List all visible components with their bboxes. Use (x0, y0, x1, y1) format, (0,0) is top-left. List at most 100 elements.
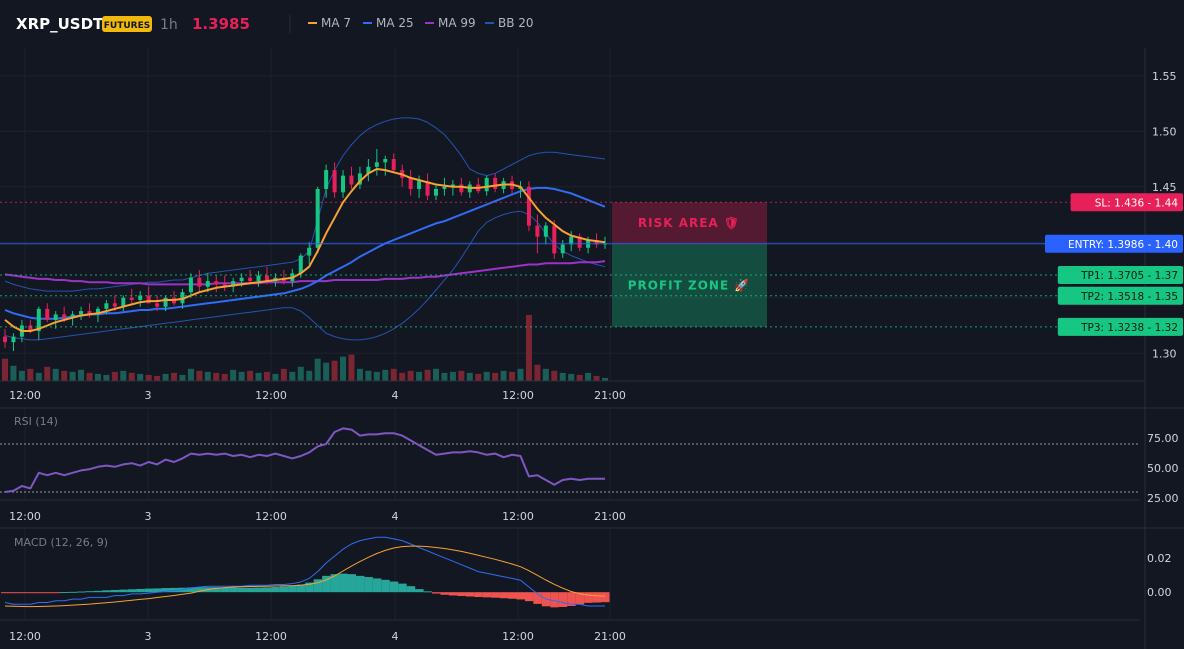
rsi-x-tick-1: 12:00 (9, 510, 41, 523)
volume-bar (340, 356, 347, 381)
candle-body[interactable] (79, 311, 84, 315)
candle-body[interactable] (70, 314, 75, 318)
candle-body[interactable] (560, 244, 565, 254)
macd-histogram-bar (195, 587, 204, 593)
candle-body[interactable] (493, 177, 498, 189)
candle-body[interactable] (248, 277, 253, 282)
macd-histogram-bar (440, 592, 449, 595)
candle-body[interactable] (459, 184, 464, 193)
volume-bar (483, 371, 490, 381)
candle-body[interactable] (62, 314, 67, 318)
candle-body[interactable] (36, 308, 41, 332)
macd-histogram-bar (524, 592, 534, 602)
level-badge-5[interactable] (1057, 317, 1183, 336)
candle-body[interactable] (374, 162, 379, 167)
volume-bar (432, 368, 439, 381)
candle-body[interactable] (205, 281, 210, 287)
macd-histogram-bar (508, 592, 517, 599)
candle-body[interactable] (138, 295, 143, 300)
macd-histogram-bar (110, 589, 120, 593)
interval-label[interactable]: 1h (160, 17, 178, 33)
candle-body[interactable] (264, 275, 269, 282)
candle-body[interactable] (45, 308, 50, 320)
candle-body[interactable] (366, 166, 371, 174)
candle-body[interactable] (155, 303, 160, 307)
profit-zone (612, 243, 767, 327)
candle-body[interactable] (417, 181, 422, 189)
macd-x-tick-1: 12:00 (9, 630, 41, 643)
candle-body[interactable] (535, 225, 540, 237)
macd-histogram-bar (347, 574, 356, 593)
candle-body[interactable] (577, 236, 582, 248)
candle-body[interactable] (594, 240, 599, 245)
candle-body[interactable] (357, 173, 362, 185)
candle-body[interactable] (349, 175, 354, 185)
candle-body[interactable] (129, 297, 134, 300)
candle-body[interactable] (408, 177, 413, 189)
volume-bar (466, 372, 473, 381)
macd-signal-line (4, 545, 606, 608)
volume-bar (602, 377, 608, 381)
candle-body[interactable] (163, 297, 168, 307)
level-badge-3[interactable] (1057, 265, 1183, 284)
macd-histogram-bar (465, 592, 475, 597)
candle-body[interactable] (239, 277, 244, 282)
legend-label-2: MA 25 (376, 16, 414, 30)
candle-body[interactable] (543, 225, 548, 237)
candle-body[interactable] (391, 159, 396, 171)
candle-body[interactable] (180, 292, 185, 304)
candle-body[interactable] (442, 186, 447, 189)
candle-body[interactable] (315, 188, 320, 248)
candle-body[interactable] (552, 225, 557, 254)
volume-bar (103, 374, 110, 381)
volume-bar (390, 368, 397, 381)
candle-body[interactable] (112, 303, 117, 307)
volume-bar (492, 372, 499, 381)
candle-body[interactable] (104, 303, 109, 309)
level-badge-4[interactable] (1057, 286, 1183, 305)
volume-bar (365, 370, 372, 381)
candle-body[interactable] (425, 181, 430, 196)
price-y-tick-6: 1.30 (1152, 347, 1177, 360)
candle-body[interactable] (324, 170, 329, 189)
candle-body[interactable] (484, 177, 489, 192)
rsi-y-tick-1: 75.00 (1147, 432, 1179, 445)
candle-body[interactable] (53, 314, 58, 320)
volume-bar (111, 371, 118, 381)
candle-body[interactable] (341, 175, 346, 193)
volume-bar (179, 374, 186, 381)
candle-body[interactable] (256, 275, 261, 282)
volume-bar (27, 368, 34, 381)
volume-bar (356, 368, 363, 381)
candle-body[interactable] (214, 281, 219, 285)
candle-body[interactable] (197, 277, 202, 287)
candle-body[interactable] (450, 184, 455, 187)
candle-body[interactable] (307, 247, 312, 256)
volume-bar (475, 373, 482, 381)
level-badge-2[interactable] (1045, 234, 1183, 253)
candle-body[interactable] (332, 170, 337, 193)
futures-badge (102, 16, 152, 32)
macd-x-tick-4: 4 (392, 630, 399, 643)
candle-body[interactable] (11, 336, 16, 343)
candle-body[interactable] (526, 186, 531, 226)
candle-body[interactable] (298, 255, 303, 274)
candle-body[interactable] (433, 188, 438, 196)
candle-body[interactable] (146, 295, 151, 304)
level-badge-1[interactable] (1070, 193, 1183, 212)
candle-body[interactable] (188, 277, 193, 293)
candle-body[interactable] (3, 336, 7, 343)
macd-histogram-bar (584, 592, 593, 603)
macd-histogram-bar (220, 587, 230, 593)
candle-body[interactable] (569, 236, 574, 245)
symbol-title[interactable]: XRP_USDT (16, 15, 104, 33)
volume-bar (2, 358, 8, 381)
candle-body[interactable] (383, 159, 388, 163)
candle-body[interactable] (121, 297, 126, 307)
candle-body[interactable] (95, 308, 100, 315)
candle-body[interactable] (87, 311, 92, 315)
candle-body[interactable] (231, 281, 236, 287)
candle-body[interactable] (222, 284, 227, 287)
candle-body[interactable] (28, 325, 33, 332)
